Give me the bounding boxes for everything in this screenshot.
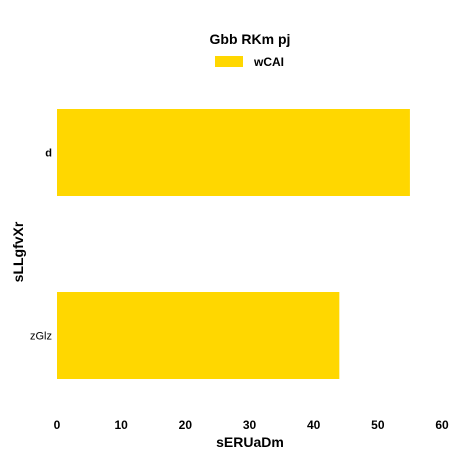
chart-title: Gbb RKm pj xyxy=(210,31,291,47)
x-tick-labels: 0 10 20 30 40 50 60 xyxy=(54,418,449,432)
x-tick-label-4: 40 xyxy=(307,418,321,432)
legend: wCAI xyxy=(215,55,284,69)
x-axis-label: sERUaDm xyxy=(216,434,284,450)
x-tick-label-1: 10 xyxy=(114,418,128,432)
bars xyxy=(57,109,410,379)
x-tick-label-3: 30 xyxy=(243,418,257,432)
x-tick-label-6: 60 xyxy=(435,418,449,432)
x-tick-label-5: 50 xyxy=(371,418,385,432)
legend-label: wCAI xyxy=(253,55,284,69)
y-category-labels: d zGlz xyxy=(30,148,52,343)
y-axis-label: sLLgfvXr xyxy=(10,221,26,282)
legend-swatch xyxy=(215,56,243,67)
x-tick-label-0: 0 xyxy=(54,418,61,432)
bar-1 xyxy=(57,292,340,379)
y-category-label-1: zGlz xyxy=(30,331,52,343)
bar-0 xyxy=(57,109,410,196)
x-tick-label-2: 20 xyxy=(179,418,193,432)
y-category-label-0: d xyxy=(45,148,52,160)
